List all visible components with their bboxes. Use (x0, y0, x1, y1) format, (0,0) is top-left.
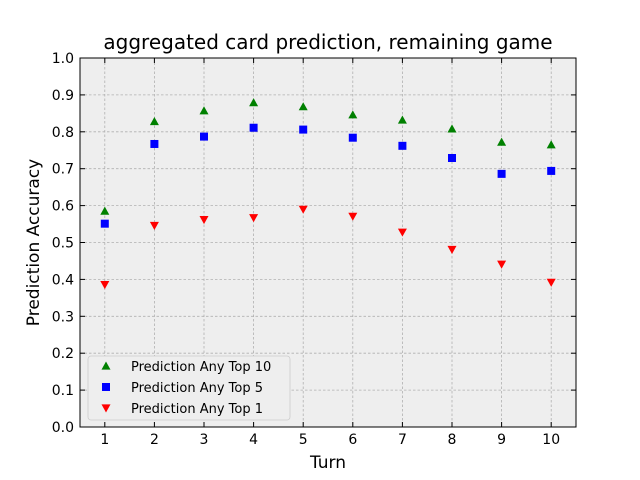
data-point (348, 212, 358, 221)
y-axis-label: Prediction Accuracy (24, 159, 44, 326)
legend-marker (102, 383, 110, 391)
y-tick-label: 0.0 (52, 420, 74, 436)
plot-frame (79, 57, 577, 428)
data-point (199, 216, 209, 225)
chart-title: aggregated card prediction, remaining ga… (103, 30, 552, 54)
data-point (249, 123, 258, 132)
data-point (299, 125, 308, 134)
legend: Prediction Any Top 10 Prediction Any Top … (87, 355, 291, 421)
data-point (398, 141, 407, 150)
data-point (497, 169, 506, 178)
data-point (497, 260, 507, 269)
data-point (149, 116, 159, 126)
y-tick-label: 0.1 (52, 383, 74, 399)
legend-label: Prediction Any Top 1 (131, 402, 263, 417)
data-point (100, 219, 109, 228)
data-point (249, 98, 259, 107)
data-point (348, 133, 357, 142)
x-tick-label: 6 (348, 432, 357, 448)
data-point (199, 106, 209, 115)
data-point (448, 153, 456, 162)
x-tick-label: 4 (249, 432, 258, 448)
y-tick-label: 0.7 (52, 162, 74, 178)
data-point (397, 228, 407, 237)
axis-ticks: 1 2 3 4 5 6 7 8 9 10 0.0 0.1 0.2 0.3 0.4 0.5 0.6 0.7 0.8 0.… (52, 51, 576, 448)
legend-marker (101, 361, 111, 370)
data-point (447, 124, 457, 133)
data-point (149, 221, 159, 231)
x-tick-label: 10 (542, 432, 560, 448)
legend-box (87, 355, 291, 421)
data-point (298, 102, 308, 111)
data-point (447, 245, 457, 255)
x-tick-label: 5 (299, 432, 308, 448)
data-point (497, 137, 507, 146)
data-point (546, 140, 556, 149)
data-point (200, 132, 208, 141)
data-point (249, 214, 259, 223)
y-tick-label: 0.4 (52, 272, 74, 288)
y-tick-label: 0.2 (52, 346, 74, 362)
data-point (547, 166, 556, 175)
legend-label: Prediction Any Top 5 (131, 381, 263, 396)
data-point (546, 278, 556, 287)
data-point (397, 115, 407, 124)
x-tick-label: 7 (398, 432, 407, 448)
data-point (100, 206, 110, 215)
legend-marker (101, 404, 111, 413)
x-tick-label: 8 (448, 432, 457, 448)
y-tick-label: 0.8 (52, 125, 74, 141)
y-tick-label: 0.6 (52, 199, 74, 215)
y-tick-label: 0.9 (52, 88, 74, 104)
y-tick-label: 0.5 (52, 236, 74, 252)
y-tick-label: 1.0 (52, 51, 74, 67)
x-tick-label: 1 (100, 432, 109, 448)
y-tick-label: 0.3 (52, 309, 74, 325)
data-points (100, 98, 556, 290)
x-tick-label: 9 (497, 432, 506, 448)
data-point (348, 110, 358, 119)
data-point (298, 205, 308, 214)
x-tick-label: 2 (150, 432, 159, 448)
data-point (100, 280, 110, 290)
data-point (150, 139, 159, 148)
legend-label: Prediction Any Top 10 (131, 360, 271, 375)
x-tick-label: 3 (200, 432, 209, 448)
x-axis-label: Turn (309, 453, 346, 473)
